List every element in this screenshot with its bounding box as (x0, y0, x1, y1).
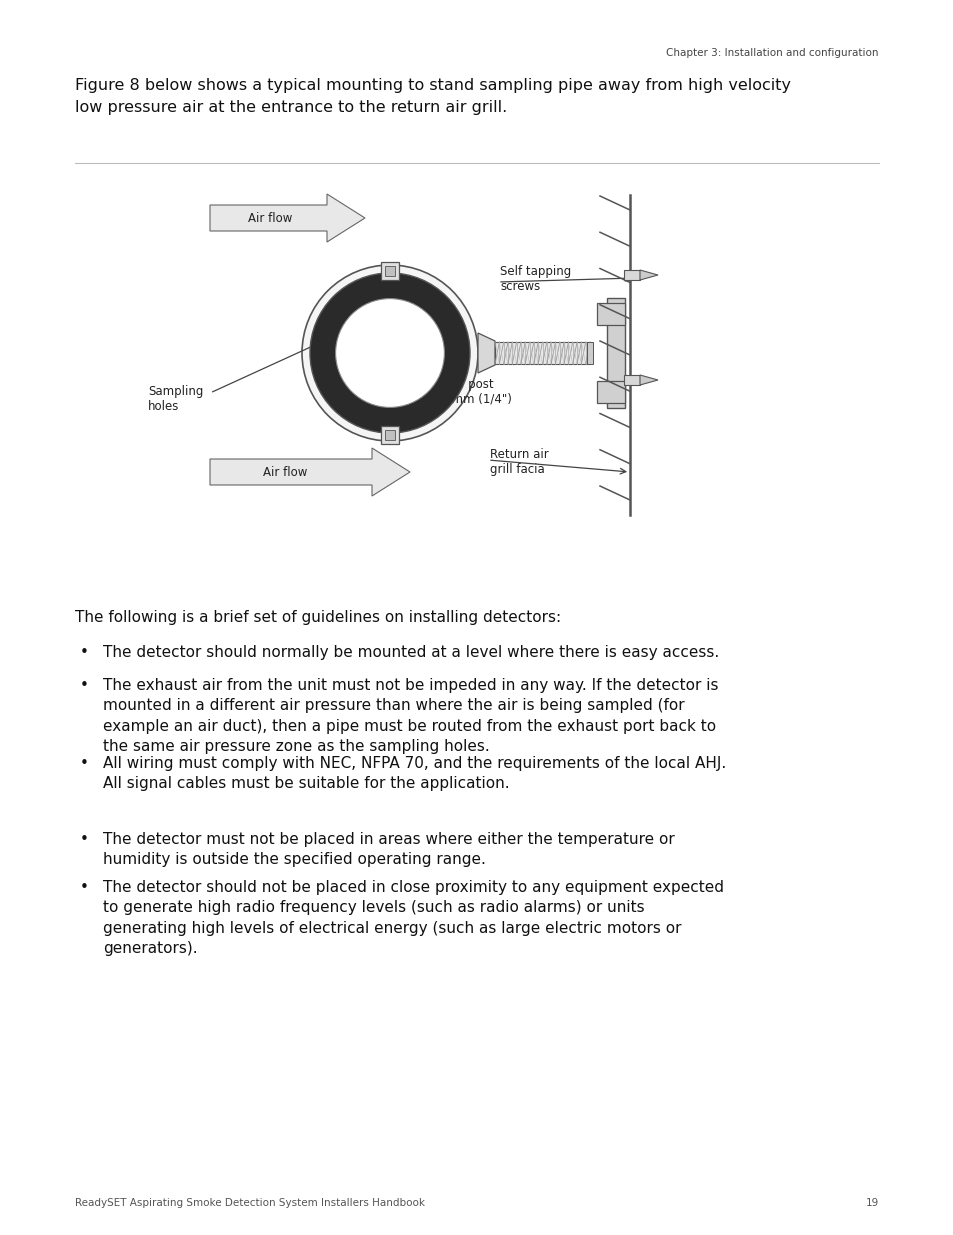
Bar (380, 426, 398, 445)
Text: All wiring must comply with NEC, NFPA 70, and the requirements of the local AHJ.: All wiring must comply with NEC, NFPA 70… (103, 756, 725, 792)
Polygon shape (639, 375, 658, 385)
Circle shape (302, 266, 477, 441)
FancyArrow shape (210, 448, 410, 496)
Text: Sampling
holes: Sampling holes (148, 385, 203, 412)
Text: 19: 19 (864, 1198, 878, 1208)
FancyArrow shape (210, 194, 365, 242)
Bar (623, 375, 639, 385)
Bar (385, 266, 395, 275)
Text: Return air
grill facia: Return air grill facia (490, 448, 548, 475)
Text: Stand-off post
25-100mm (1/4"): Stand-off post 25-100mm (1/4") (410, 378, 512, 406)
Text: •: • (80, 832, 89, 847)
Text: Air flow: Air flow (262, 466, 307, 478)
Bar (623, 270, 639, 280)
Text: The detector must not be placed in areas where either the temperature or
humidit: The detector must not be placed in areas… (103, 832, 674, 867)
Text: ReadySET Aspirating Smoke Detection System Installers Handbook: ReadySET Aspirating Smoke Detection Syst… (75, 1198, 424, 1208)
Text: Chapter 3: Installation and configuration: Chapter 3: Installation and configuratio… (666, 48, 878, 58)
Polygon shape (477, 333, 495, 373)
Text: The detector should not be placed in close proximity to any equipment expected
t: The detector should not be placed in clo… (103, 881, 723, 956)
Bar (495, 342, 589, 364)
Bar (380, 262, 398, 280)
Circle shape (310, 273, 470, 433)
Text: •: • (80, 756, 89, 771)
Text: •: • (80, 645, 89, 659)
Text: Air flow: Air flow (248, 211, 292, 225)
Circle shape (335, 299, 444, 408)
Polygon shape (639, 270, 658, 280)
Text: The following is a brief set of guidelines on installing detectors:: The following is a brief set of guidelin… (75, 610, 560, 625)
Text: •: • (80, 881, 89, 895)
Bar (385, 430, 395, 440)
Bar (606, 298, 624, 408)
Bar (586, 342, 593, 364)
Text: Figure 8 below shows a typical mounting to stand sampling pipe away from high ve: Figure 8 below shows a typical mounting … (75, 78, 790, 115)
Bar (597, 303, 624, 325)
Text: Self tapping
screws: Self tapping screws (499, 266, 571, 293)
Text: The exhaust air from the unit must not be impeded in any way. If the detector is: The exhaust air from the unit must not b… (103, 678, 718, 755)
Text: •: • (80, 678, 89, 693)
Text: The detector should normally be mounted at a level where there is easy access.: The detector should normally be mounted … (103, 645, 719, 659)
Bar (597, 382, 624, 403)
